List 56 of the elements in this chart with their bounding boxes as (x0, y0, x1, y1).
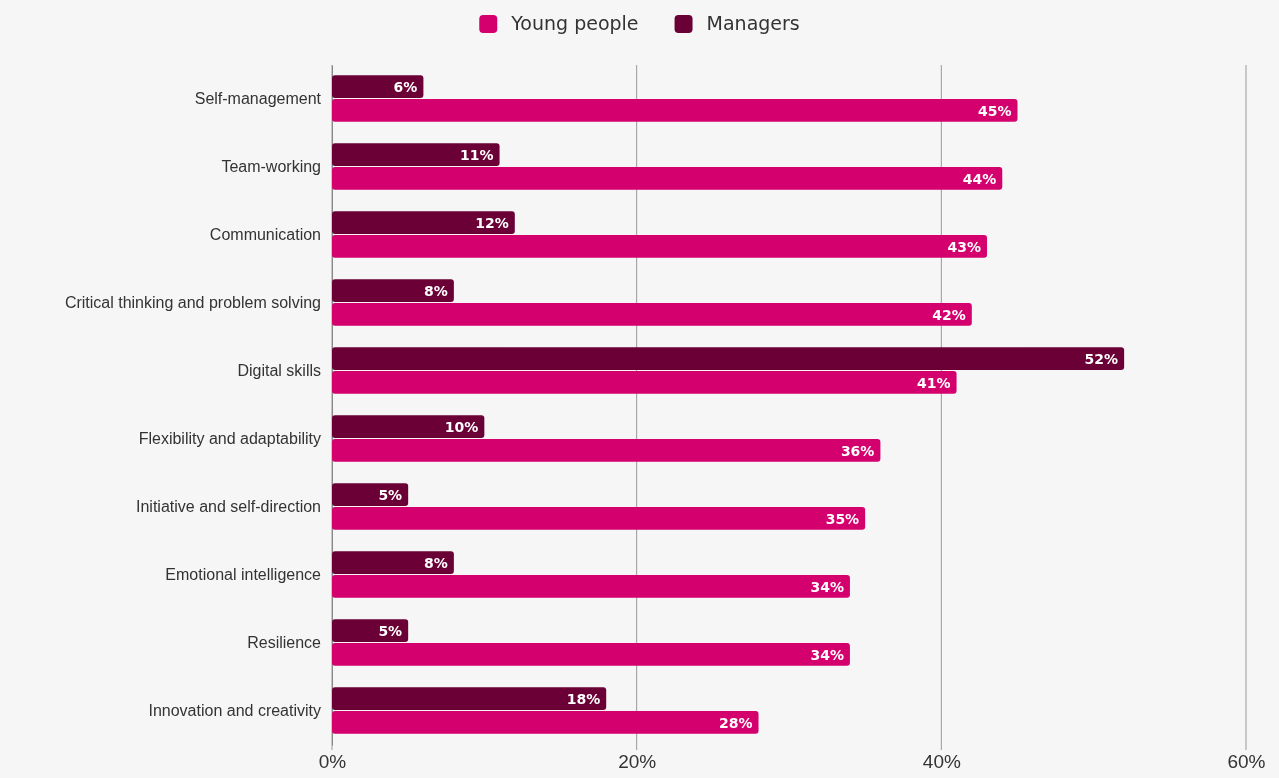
bar (332, 235, 988, 258)
x-tick-label: 40% (922, 751, 961, 772)
bar (332, 711, 759, 734)
bar (332, 279, 454, 302)
bar (332, 483, 409, 506)
data-label: 42% (932, 306, 966, 323)
bar (332, 371, 957, 394)
data-label: 8% (424, 283, 448, 299)
data-label: 10% (444, 419, 479, 435)
y-tick-label: Self-management (194, 90, 322, 108)
legend-label: Young people (510, 12, 639, 34)
data-label: 11% (460, 147, 494, 163)
y-tick-label: Flexibility and adaptability (138, 430, 321, 448)
bar (332, 439, 881, 462)
y-tick-label: Communication (209, 226, 321, 244)
data-label: 41% (917, 374, 951, 391)
data-label: 6% (393, 79, 418, 95)
y-tick-label: Emotional intelligence (165, 566, 322, 584)
legend-label: Managers (706, 12, 800, 34)
data-label: 8% (424, 555, 448, 571)
bar (332, 75, 424, 98)
bar (332, 507, 866, 530)
y-tick-label: Team-working (221, 158, 321, 176)
x-tick-label: 20% (618, 751, 657, 772)
data-label: 5% (378, 623, 403, 639)
bar (332, 347, 1125, 370)
y-tick-label: Digital skills (237, 362, 321, 380)
bar (332, 303, 972, 326)
y-tick-label: Resilience (247, 634, 322, 652)
data-label: 28% (719, 714, 753, 731)
data-label: 44% (962, 170, 997, 187)
bar (332, 575, 850, 598)
x-tick-label: 60% (1227, 751, 1266, 772)
bar (332, 143, 500, 166)
data-label: 36% (840, 442, 875, 459)
data-label: 52% (1084, 351, 1119, 367)
bar (332, 619, 409, 642)
data-label: 43% (947, 238, 982, 255)
bar (332, 211, 515, 234)
bar (332, 643, 850, 666)
bar (332, 99, 1018, 122)
data-label: 45% (977, 102, 1012, 119)
data-label: 12% (475, 215, 509, 231)
bar (332, 551, 454, 574)
bar (332, 415, 485, 438)
y-tick-label: Innovation and creativity (148, 702, 321, 720)
data-label: 35% (825, 510, 860, 527)
bar (332, 167, 1003, 190)
data-label: 34% (810, 646, 844, 663)
bar (332, 687, 607, 710)
y-tick-label: Initiative and self-direction (136, 498, 321, 516)
y-tick-label: Critical thinking and problem solving (64, 294, 321, 312)
data-label: 34% (810, 578, 844, 595)
x-tick-label: 0% (318, 751, 347, 772)
data-label: 18% (566, 691, 601, 707)
data-label: 5% (378, 487, 403, 503)
